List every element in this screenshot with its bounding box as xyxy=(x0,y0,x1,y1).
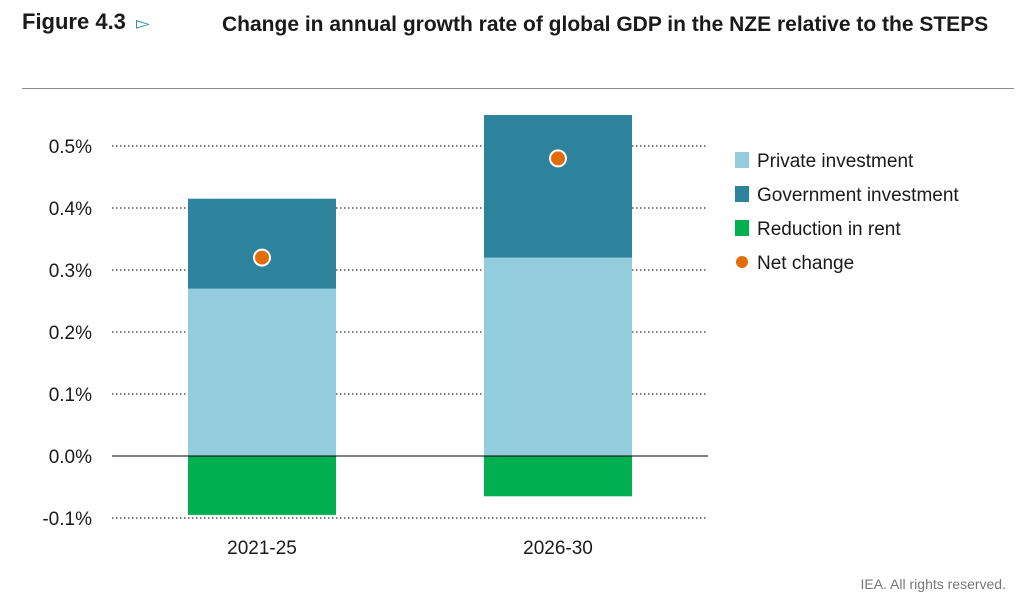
legend-marker xyxy=(736,256,748,268)
bar-segment xyxy=(484,115,632,258)
net-change-point xyxy=(253,248,271,267)
bar-segment xyxy=(484,257,632,456)
legend-swatch xyxy=(735,186,749,202)
y-tick-label: 0.4% xyxy=(49,199,92,220)
bar-segment xyxy=(188,198,336,289)
legend-label: Net change xyxy=(757,253,854,274)
chart-title: Change in annual growth rate of global G… xyxy=(222,13,989,36)
legend-label: Private investment xyxy=(757,151,914,172)
legend-swatch xyxy=(735,220,749,236)
title-divider xyxy=(22,88,1014,89)
y-tick-label: 0.1% xyxy=(49,385,92,406)
copyright-credit: IEA. All rights reserved. xyxy=(860,576,1006,592)
y-tick-label: -0.1% xyxy=(42,509,92,530)
net-change-point xyxy=(549,149,567,168)
y-tick-label: 0.0% xyxy=(49,447,92,468)
y-tick-label: 0.3% xyxy=(49,261,92,282)
figure-number: Figure 4.3 xyxy=(22,9,126,34)
bar-segment xyxy=(188,288,336,456)
y-tick-label: 0.2% xyxy=(49,323,92,344)
y-tick-label: 0.5% xyxy=(49,137,92,158)
x-tick-label: 2021-25 xyxy=(227,538,297,559)
triangle-arrow-icon: ▻ xyxy=(136,13,150,33)
legend-label: Reduction in rent xyxy=(757,219,901,240)
x-tick-label: 2026-30 xyxy=(523,538,593,559)
legend-swatch xyxy=(735,152,749,168)
bar-segment xyxy=(188,456,336,515)
bar-segment xyxy=(484,456,632,497)
figure-label: Figure 4.3 ▻ xyxy=(22,9,150,35)
legend-label: Government investment xyxy=(757,185,959,206)
